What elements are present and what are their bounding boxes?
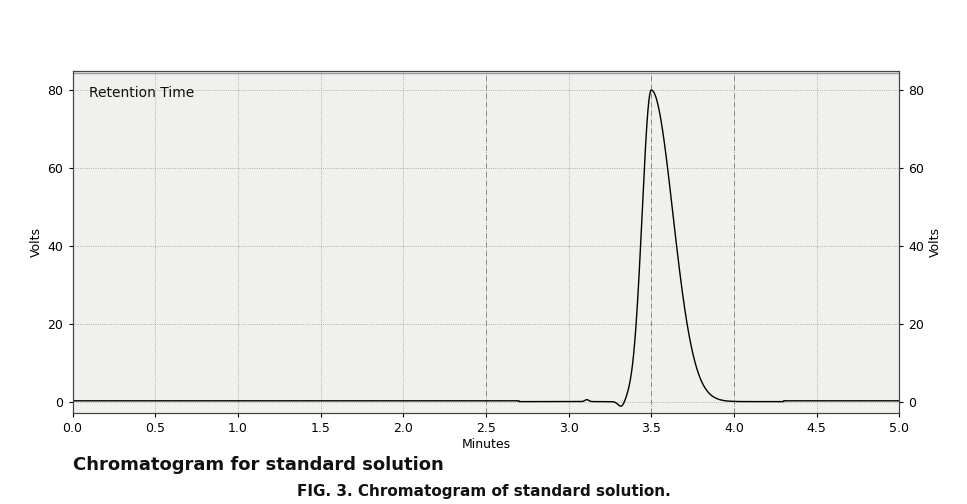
Y-axis label: Volts: Volts <box>928 227 942 257</box>
Text: Chromatogram for standard solution: Chromatogram for standard solution <box>73 456 443 474</box>
Text: FIG. 3. Chromatogram of standard solution.: FIG. 3. Chromatogram of standard solutio… <box>297 484 670 499</box>
X-axis label: Minutes: Minutes <box>461 438 511 451</box>
Y-axis label: Volts: Volts <box>30 227 44 257</box>
Text: Retention Time: Retention Time <box>89 86 194 100</box>
